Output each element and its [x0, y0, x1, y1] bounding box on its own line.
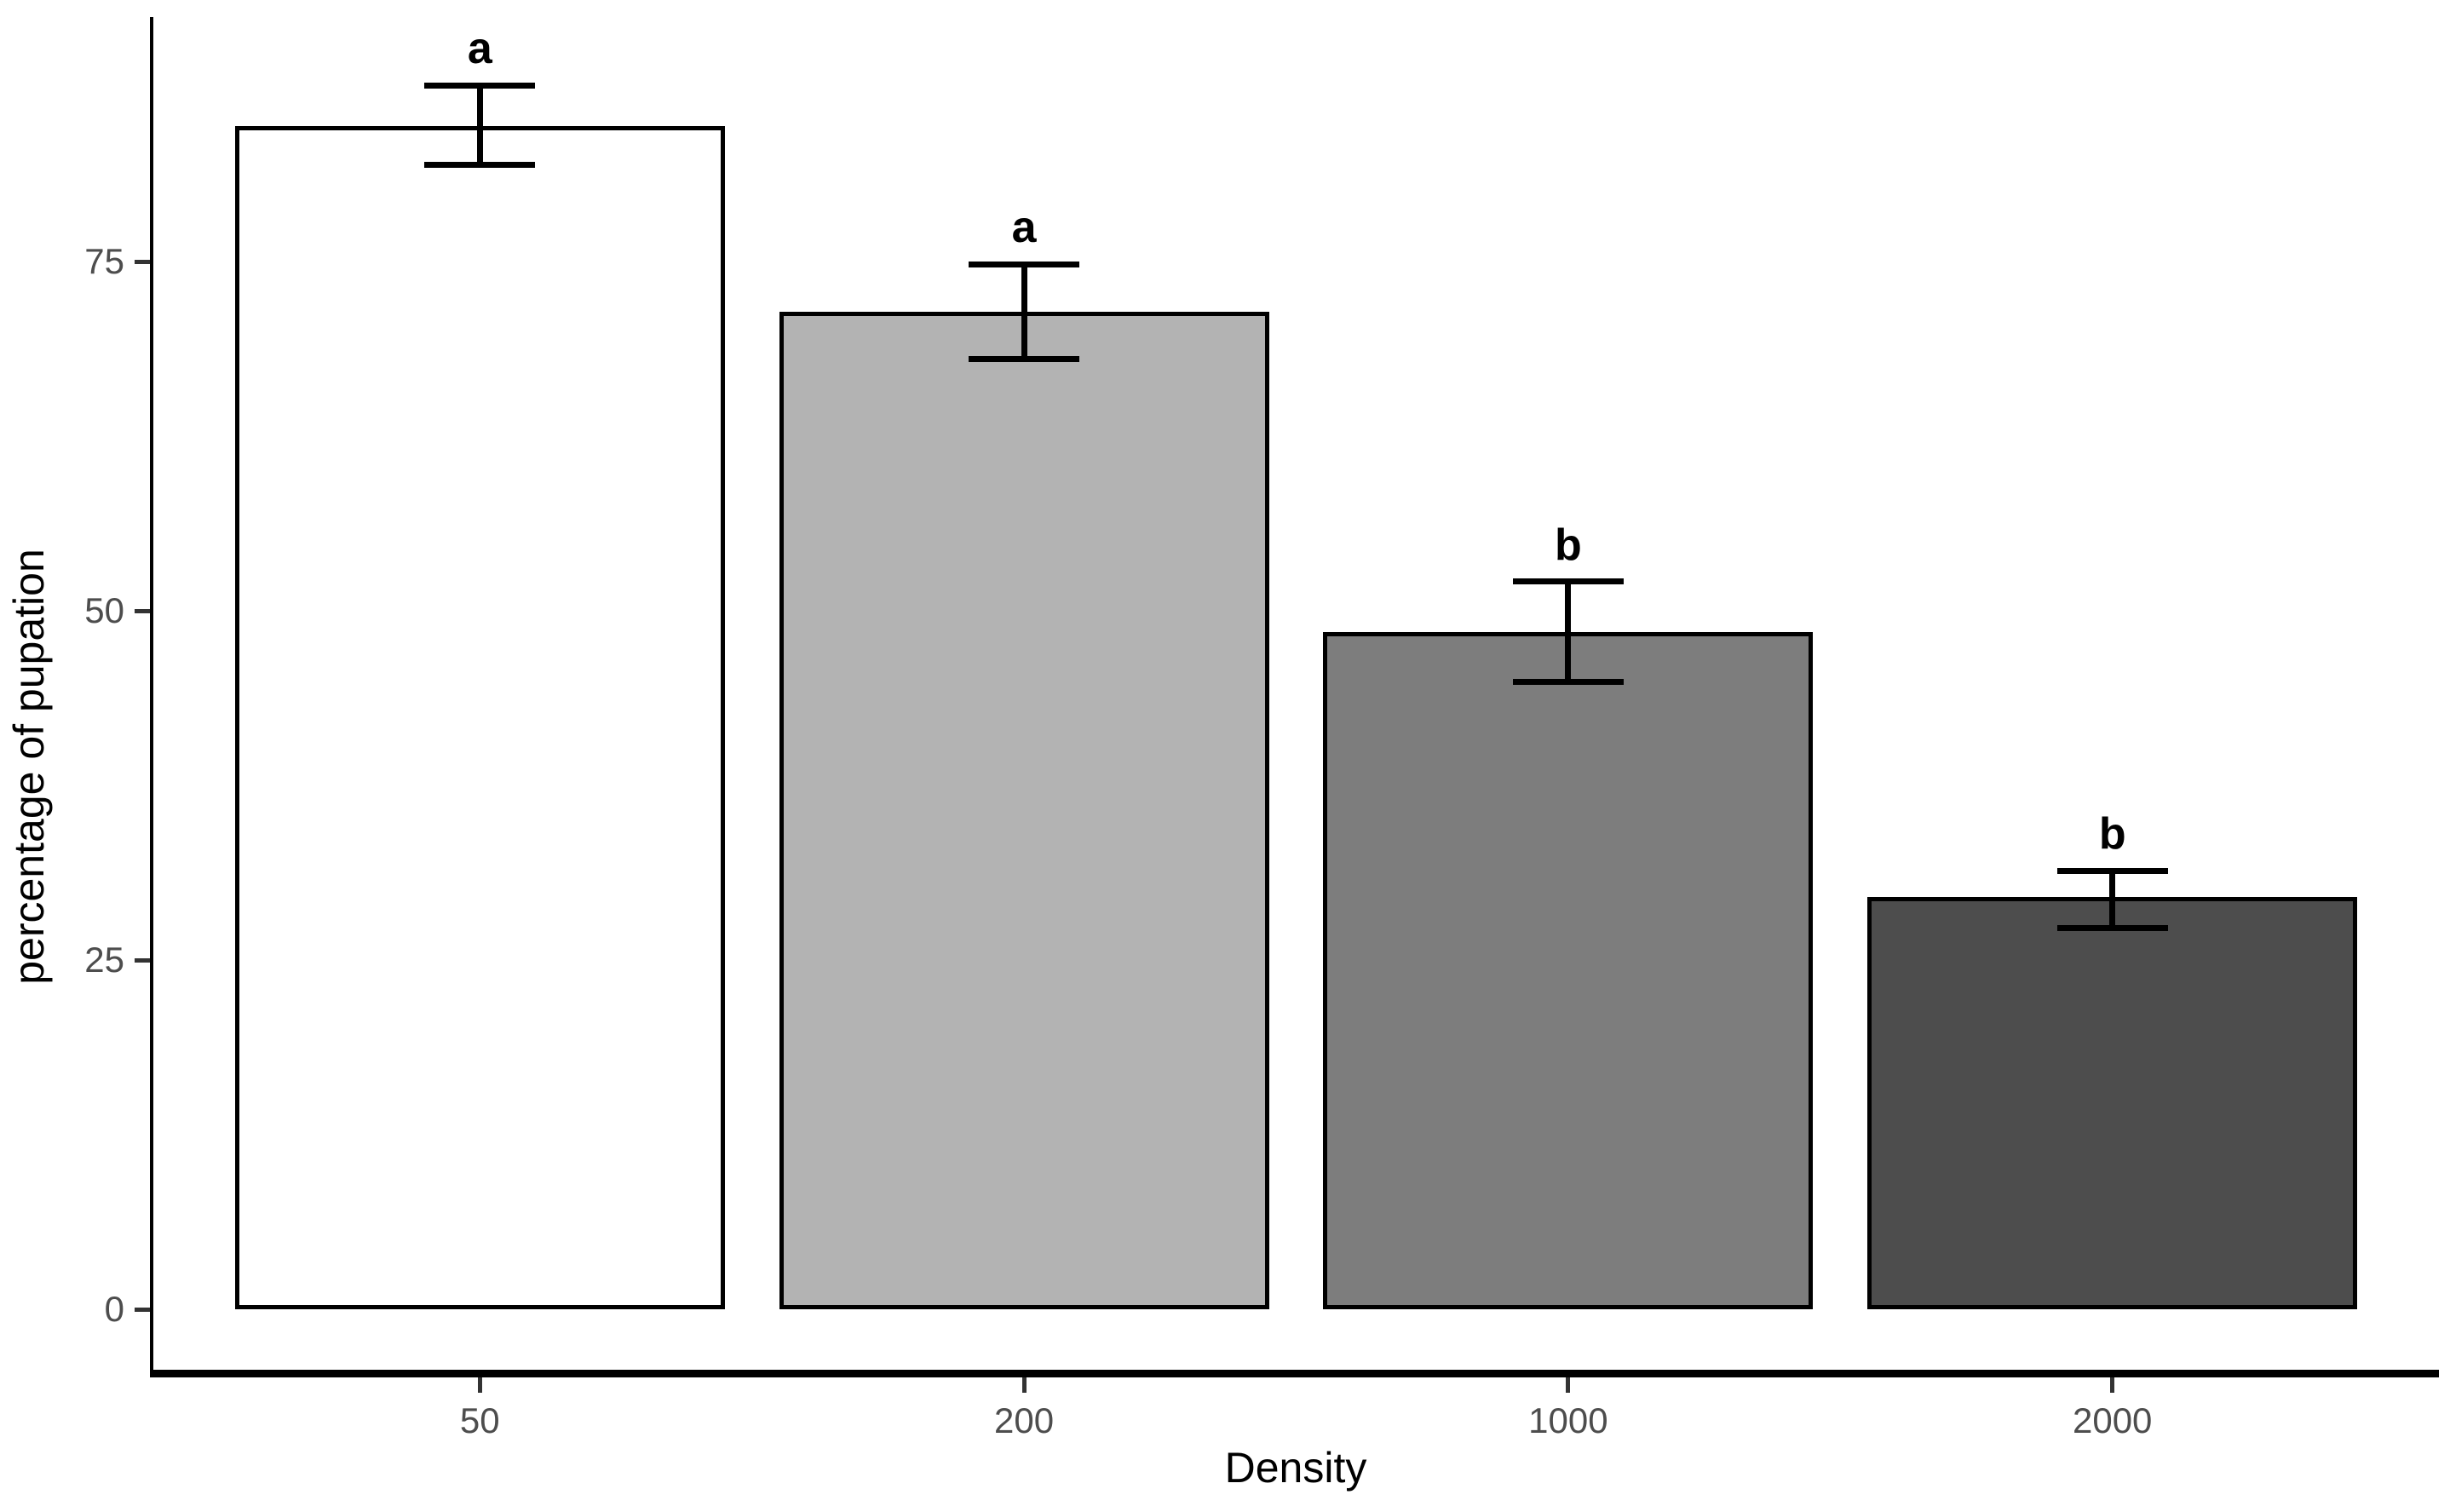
- y-tick-mark: [135, 608, 150, 613]
- y-tick-mark: [135, 259, 150, 264]
- error-bar-cap-top: [969, 261, 1080, 267]
- error-bar-stem: [476, 85, 483, 165]
- x-tick-mark: [1566, 1377, 1571, 1393]
- x-tick-label: 1000: [1528, 1400, 1608, 1440]
- bar: [1323, 631, 1814, 1309]
- significance-letter: a: [467, 24, 492, 74]
- x-tick-mark: [1021, 1377, 1027, 1393]
- error-bar-cap-top: [1512, 578, 1624, 585]
- significance-letter: b: [1555, 520, 1582, 570]
- y-tick-label: 25: [84, 940, 124, 980]
- y-tick-mark: [135, 1307, 150, 1312]
- error-bar-cap-bottom: [969, 356, 1080, 363]
- x-tick-mark: [2110, 1377, 2115, 1393]
- bar: [779, 312, 1269, 1309]
- bar: [234, 125, 725, 1309]
- y-tick-mark: [135, 957, 150, 963]
- error-bar-cap-bottom: [2056, 924, 2168, 931]
- error-bar-stem: [2109, 871, 2116, 928]
- error-bar-stem: [1565, 581, 1572, 682]
- bar: [1867, 897, 2358, 1309]
- x-tick-label: 50: [459, 1400, 500, 1440]
- y-tick-label: 75: [84, 241, 124, 281]
- error-bar-stem: [1021, 264, 1027, 359]
- y-tick-label: 50: [84, 590, 124, 630]
- y-tick-label: 0: [104, 1289, 124, 1329]
- x-tick-label: 2000: [2072, 1400, 2153, 1440]
- significance-letter: a: [1011, 203, 1037, 253]
- x-tick-label: 200: [994, 1400, 1055, 1440]
- significance-letter: b: [2098, 809, 2126, 859]
- error-bar-cap-bottom: [1512, 679, 1624, 686]
- x-tick-mark: [477, 1377, 482, 1393]
- error-bar-cap-top: [424, 82, 536, 89]
- error-bar-cap-top: [2056, 867, 2168, 874]
- x-axis-line: [150, 1370, 2439, 1377]
- error-bar-cap-bottom: [424, 162, 536, 169]
- x-axis-title: Density: [1224, 1444, 1367, 1492]
- y-axis-line: [150, 17, 153, 1377]
